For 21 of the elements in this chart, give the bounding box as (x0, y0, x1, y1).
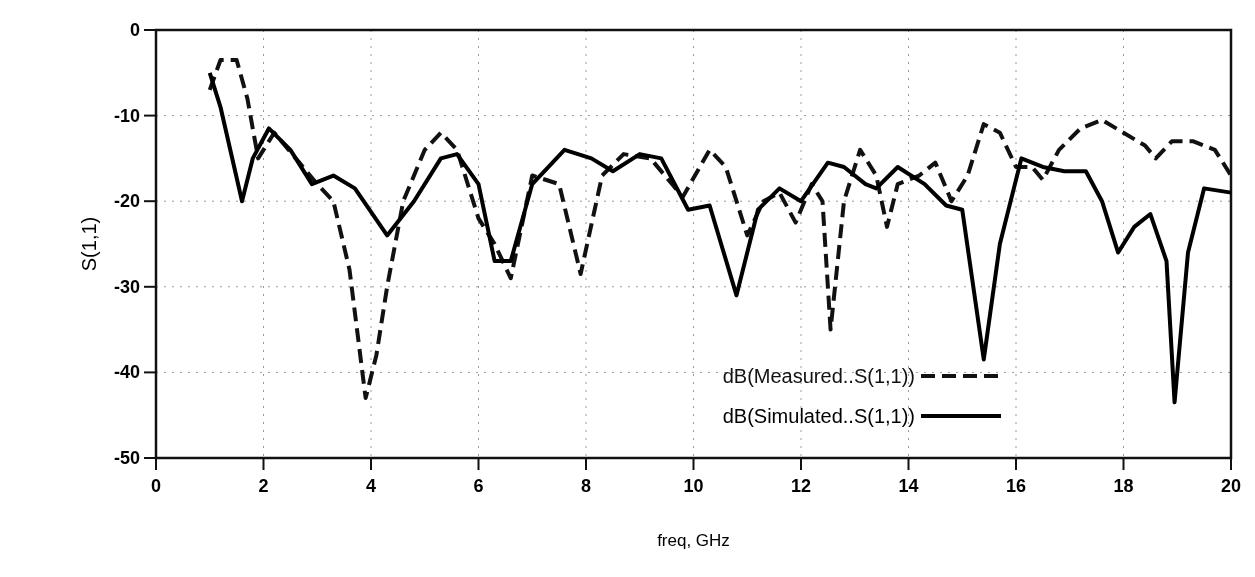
y-tick-label: 0 (129, 20, 140, 40)
x-axis-title: freq, GHz (657, 531, 730, 550)
legend-label: dB(Measured..S(1,1)) (722, 365, 915, 387)
x-tick-label: 20 (1220, 476, 1242, 496)
x-tick-label: 12 (790, 476, 812, 496)
y-tick-label: -10 (113, 105, 140, 126)
x-tick-label: 2 (258, 476, 269, 496)
x-tick-label: 0 (150, 476, 162, 496)
legend-label: dB(Simulated..S(1,1)) (722, 405, 915, 427)
x-tick-label: 10 (683, 476, 704, 496)
x-tick-label: 8 (580, 476, 592, 496)
x-tick-label: 4 (365, 476, 377, 496)
y-tick-label: -30 (113, 276, 140, 297)
y-axis-title: S(1,1) (78, 216, 100, 272)
x-tick-label: 14 (898, 476, 919, 496)
x-tick-label: 6 (473, 476, 484, 496)
x-tick-label: 16 (1005, 476, 1027, 496)
x-tick-label: 18 (1113, 476, 1134, 496)
y-tick-label: -50 (113, 448, 140, 468)
y-tick-label: -20 (113, 191, 140, 212)
y-tick-label: -40 (113, 362, 140, 383)
